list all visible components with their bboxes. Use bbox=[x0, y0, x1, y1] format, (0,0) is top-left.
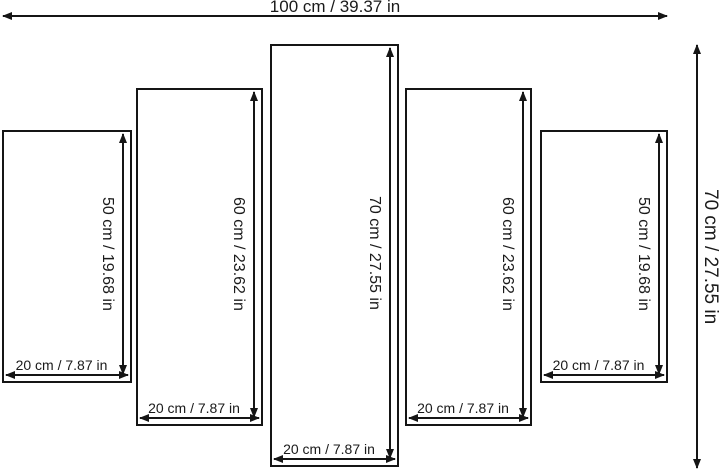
dimension-line bbox=[6, 373, 128, 376]
arrowhead-up-icon bbox=[385, 47, 394, 57]
panel-height-arrow bbox=[654, 133, 663, 375]
panel-5: 50 cm / 19.68 in 20 cm / 7.87 in bbox=[540, 130, 668, 383]
dimension-line bbox=[544, 373, 664, 376]
arrowhead-right-icon bbox=[658, 11, 668, 20]
arrowhead-left-icon bbox=[139, 413, 149, 422]
arrowhead-down-icon bbox=[385, 449, 394, 459]
overall-width-label: 100 cm / 39.37 in bbox=[269, 0, 401, 16]
arrowhead-left-icon bbox=[2, 11, 12, 20]
panel-height-arrow bbox=[249, 91, 258, 418]
panel-width-label: 20 cm / 7.87 in bbox=[552, 357, 645, 373]
arrowhead-up-icon bbox=[118, 133, 127, 143]
arrowhead-right-icon bbox=[119, 370, 129, 379]
arrowhead-left-icon bbox=[5, 370, 15, 379]
arrowhead-right-icon bbox=[250, 413, 260, 422]
dimension-line bbox=[521, 92, 524, 417]
panel-4: 60 cm / 23.62 in 20 cm / 7.87 in bbox=[405, 88, 532, 426]
dimension-line bbox=[274, 457, 395, 460]
overall-height-label: 70 cm / 27.55 in bbox=[700, 188, 720, 325]
arrowhead-up-icon bbox=[692, 44, 701, 54]
dimension-line bbox=[121, 134, 124, 374]
arrowhead-up-icon bbox=[654, 133, 663, 143]
panel-height-label: 50 cm / 19.68 in bbox=[99, 196, 116, 311]
panel-width-label: 20 cm / 7.87 in bbox=[283, 441, 375, 457]
arrowhead-right-icon bbox=[519, 413, 529, 422]
overall-height-arrow bbox=[692, 44, 701, 469]
panel-width-arrow bbox=[543, 370, 665, 379]
arrowhead-left-icon bbox=[273, 454, 283, 463]
arrowhead-left-icon bbox=[543, 370, 553, 379]
panel-width-label: 20 cm / 7.87 in bbox=[417, 400, 509, 416]
arrowhead-right-icon bbox=[386, 454, 396, 463]
overall-width-arrow bbox=[2, 11, 668, 20]
arrowhead-right-icon bbox=[655, 370, 665, 379]
panel-height-arrow bbox=[518, 91, 527, 418]
arrowhead-up-icon bbox=[249, 91, 258, 101]
arrowhead-down-icon bbox=[654, 365, 663, 375]
dimension-line bbox=[409, 416, 528, 419]
panel-2: 60 cm / 23.62 in 20 cm / 7.87 in bbox=[136, 88, 263, 426]
panel-width-arrow bbox=[273, 454, 396, 463]
panel-width-label: 20 cm / 7.87 in bbox=[148, 400, 240, 416]
panel-height-label: 70 cm / 27.55 in bbox=[366, 195, 383, 310]
arrowhead-down-icon bbox=[692, 459, 701, 469]
arrowhead-down-icon bbox=[249, 408, 258, 418]
panel-height-label: 60 cm / 23.62 in bbox=[230, 197, 247, 311]
dimension-line bbox=[695, 45, 698, 468]
dimension-line bbox=[140, 416, 259, 419]
arrowhead-up-icon bbox=[518, 91, 527, 101]
panel-3: 70 cm / 27.55 in 20 cm / 7.87 in bbox=[270, 44, 399, 467]
arrowhead-left-icon bbox=[408, 413, 418, 422]
panel-width-arrow bbox=[408, 413, 529, 422]
dimension-line bbox=[252, 92, 255, 417]
panel-1: 50 cm / 19.68 in 20 cm / 7.87 in bbox=[2, 130, 132, 383]
panel-width-arrow bbox=[139, 413, 260, 422]
panel-height-label: 50 cm / 19.68 in bbox=[635, 196, 652, 311]
panel-width-label: 20 cm / 7.87 in bbox=[15, 357, 108, 373]
arrowhead-down-icon bbox=[118, 365, 127, 375]
arrowhead-down-icon bbox=[518, 408, 527, 418]
panel-height-arrow bbox=[118, 133, 127, 375]
dimension-line bbox=[3, 14, 667, 17]
panel-width-arrow bbox=[5, 370, 129, 379]
panel-height-label: 60 cm / 23.62 in bbox=[499, 197, 516, 311]
dimension-line bbox=[657, 134, 660, 374]
panel-height-arrow bbox=[385, 47, 394, 459]
dimension-line bbox=[388, 48, 391, 458]
